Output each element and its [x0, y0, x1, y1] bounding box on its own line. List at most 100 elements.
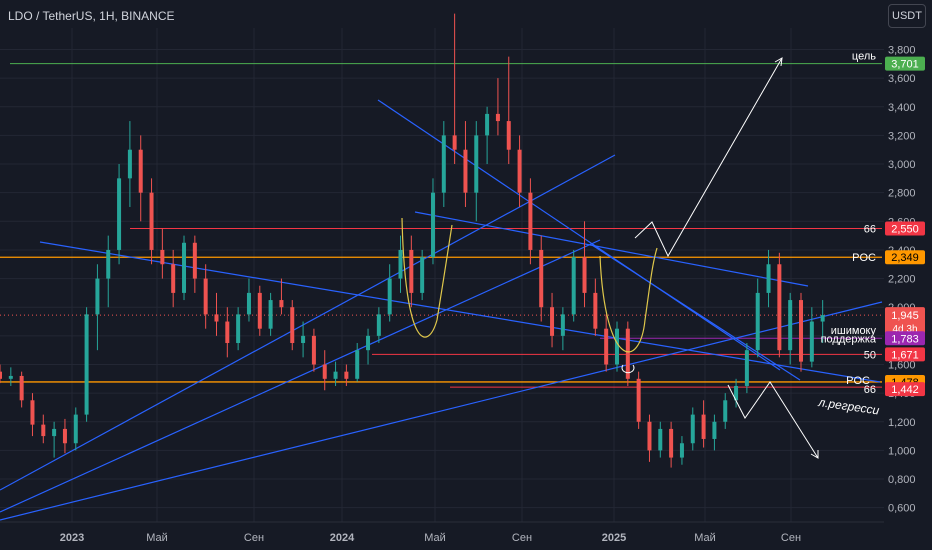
candle-body: [127, 149, 132, 179]
candle-body: [809, 321, 814, 362]
price-tag-value: 2,349: [891, 252, 919, 264]
x-tick-label: Сен: [512, 532, 532, 544]
y-tick-label: 3,200: [888, 130, 916, 142]
price-tag: [885, 56, 925, 71]
y-tick-label: 1,000: [888, 445, 916, 457]
level-label: 66: [864, 223, 876, 235]
candle-body: [366, 335, 371, 351]
candle-body: [679, 443, 684, 458]
trendline-7: [591, 244, 801, 381]
cup-curve-2: [599, 247, 658, 353]
candle-body: [192, 242, 197, 279]
y-tick-label: 0,800: [888, 474, 916, 486]
candle-body: [30, 400, 35, 425]
arrow-down-head: [810, 450, 819, 459]
last-price-tag: [885, 307, 925, 336]
candle-body: [138, 149, 143, 193]
price-tag-value: 1,442: [891, 384, 919, 396]
candle-body: [95, 278, 100, 315]
candle-body: [279, 300, 284, 308]
candle-body: [723, 400, 728, 422]
candle-body: [647, 421, 652, 451]
x-tick-label: Май: [694, 532, 716, 544]
candle-body: [290, 307, 295, 344]
candle-body: [355, 350, 360, 379]
candle-body: [593, 292, 598, 329]
grid-lines: [0, 28, 884, 522]
candle-body: [84, 314, 89, 415]
candle-body: [322, 364, 327, 379]
candle-body: [62, 428, 67, 444]
trendline-4: [39, 241, 881, 383]
candle-body: [387, 278, 392, 315]
candle-body: [333, 371, 338, 379]
candle-body: [485, 113, 490, 136]
level-label: поддержка: [821, 333, 877, 345]
candle-body: [625, 328, 630, 379]
currency-button[interactable]: USDT: [888, 4, 926, 28]
candle-body: [766, 264, 771, 293]
last-price-value: 1,945: [891, 310, 919, 322]
candle-body: [106, 249, 111, 279]
level-label: POC: [846, 375, 870, 387]
candle-body: [344, 371, 349, 379]
candle-body: [604, 328, 609, 365]
price-tag-value: 3,701: [891, 59, 919, 71]
candle-body: [528, 192, 533, 250]
symbol-title: LDO / TetherUS, 1H, BINANCE: [8, 9, 175, 23]
candle-body: [41, 424, 46, 437]
horizontal-levels: [0, 63, 882, 388]
price-tag: [885, 347, 925, 362]
trendline-6: [414, 211, 809, 287]
cup-curve-1: [401, 217, 453, 338]
trendline-1: [0, 154, 616, 491]
candle-body: [517, 149, 522, 193]
x-tick-label: 2024: [330, 532, 355, 544]
candle-body: [214, 314, 219, 322]
candle-body: [777, 264, 782, 351]
candle-body: [550, 307, 555, 336]
price-tag: [885, 382, 925, 397]
candle-body: [257, 292, 262, 329]
y-tick-label: 1,600: [888, 359, 916, 371]
candle-body: [712, 421, 717, 439]
candle-body: [820, 315, 825, 322]
x-tick-label: 2023: [60, 532, 84, 544]
trendline-2: [0, 239, 601, 513]
arrow-up-head: [774, 57, 783, 67]
trend-lines: [0, 99, 883, 521]
candle-body: [246, 292, 251, 315]
y-tick-label: 3,600: [888, 73, 916, 85]
regression-label: л.регресси: [817, 395, 881, 418]
candle-body: [495, 113, 500, 122]
price-axis[interactable]: 3,8003,6003,4003,2003,0002,8002,6002,400…: [888, 44, 916, 514]
price-tag: [885, 221, 925, 236]
level-label: цель: [852, 51, 876, 63]
candle-body: [799, 300, 804, 362]
candle-body: [474, 135, 479, 193]
x-tick-label: Сен: [244, 532, 264, 544]
candle-body: [636, 378, 641, 422]
candle-body: [149, 192, 154, 250]
y-tick-label: 3,400: [888, 102, 916, 114]
candle-body: [669, 428, 674, 458]
price-tag-value: 1,783: [891, 333, 919, 345]
price-tag-value: 2,550: [891, 223, 919, 235]
candles: [0, 13, 825, 468]
candle-body: [0, 371, 2, 379]
level-tags: 3,701 цель 2,550 66 2,349 POC 1,945 4d 3h ишимок…: [817, 51, 925, 418]
x-tick-label: Май: [424, 532, 446, 544]
candle-body: [734, 385, 739, 401]
candle-body: [701, 414, 706, 439]
drawings: [401, 57, 819, 459]
y-tick-label: 1,200: [888, 417, 916, 429]
time-axis[interactable]: 2023 Май Сен 2024 Май Сен 2025 Май Сен: [0, 521, 884, 544]
candle-body: [398, 249, 403, 279]
candle-body: [441, 135, 446, 193]
candle-body: [690, 414, 695, 444]
projection-down-path: [727, 381, 819, 459]
trendline-5: [377, 99, 781, 371]
candle-body: [614, 328, 619, 365]
